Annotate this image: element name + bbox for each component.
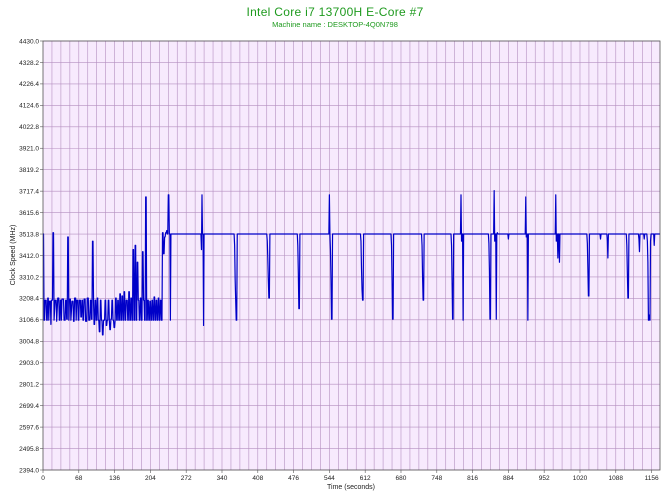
y-tick-label: 3208.4 (19, 296, 39, 303)
chart-subtitle: Machine name : DESKTOP-4Q0N798 (272, 20, 398, 29)
y-tick-label: 3921.0 (19, 146, 39, 153)
x-tick-label: 612 (360, 475, 371, 482)
x-tick-label: 1156 (645, 475, 659, 482)
y-tick-label: 2903.0 (19, 360, 39, 367)
x-tick-label: 476 (288, 475, 299, 482)
x-tick-label: 0 (41, 475, 45, 482)
clock-speed-line (42, 190, 660, 336)
y-tick-label: 2394.0 (19, 467, 39, 474)
x-tick-label: 136 (109, 475, 120, 482)
x-tick-label: 408 (252, 475, 263, 482)
y-tick-label: 4022.8 (19, 124, 39, 131)
y-tick-label: 4430.0 (19, 38, 39, 45)
y-axis-label: Clock Speed (MHz) (10, 225, 17, 286)
x-tick-label: 816 (467, 475, 478, 482)
x-tick-label: 272 (181, 475, 192, 482)
x-tick-label: 1088 (609, 475, 624, 482)
y-tick-label: 2597.6 (19, 424, 39, 431)
x-tick-label: 1020 (573, 475, 588, 482)
y-tick-label: 3106.6 (19, 317, 39, 324)
y-tick-label: 2495.8 (19, 446, 39, 453)
x-tick-label: 204 (145, 475, 156, 482)
x-tick-label: 748 (431, 475, 442, 482)
y-tick-label: 3717.4 (19, 188, 39, 195)
chart-title: Intel Core i7 13700H E-Core #7 (246, 5, 424, 19)
x-tick-label: 952 (539, 475, 550, 482)
y-tick-label: 3513.8 (19, 231, 39, 238)
y-tick-label: 4328.2 (19, 60, 39, 67)
x-axis-label: Time (seconds) (327, 484, 375, 491)
x-tick-label: 680 (396, 475, 407, 482)
y-tick-label: 3004.8 (19, 339, 39, 346)
x-tick-label: 340 (217, 475, 228, 482)
x-tick-label: 68 (75, 475, 83, 482)
x-tick-label: 544 (324, 475, 335, 482)
y-tick-label: 3615.6 (19, 210, 39, 217)
y-tick-label: 4226.4 (19, 81, 39, 88)
tick-labels: 2394.0 2495.8 2597.6 2699.4 2801.2 2903.0 3004… (19, 38, 659, 482)
y-tick-label: 2699.4 (19, 403, 39, 410)
y-tick-label: 3819.2 (19, 167, 39, 174)
plot-border (42, 40, 661, 471)
y-tick-label: 4124.6 (19, 103, 39, 110)
y-tick-label: 3412.0 (19, 253, 39, 260)
y-tick-label: 2801.2 (19, 382, 39, 389)
x-tick-label: 884 (503, 475, 514, 482)
y-tick-label: 3310.2 (19, 274, 39, 281)
